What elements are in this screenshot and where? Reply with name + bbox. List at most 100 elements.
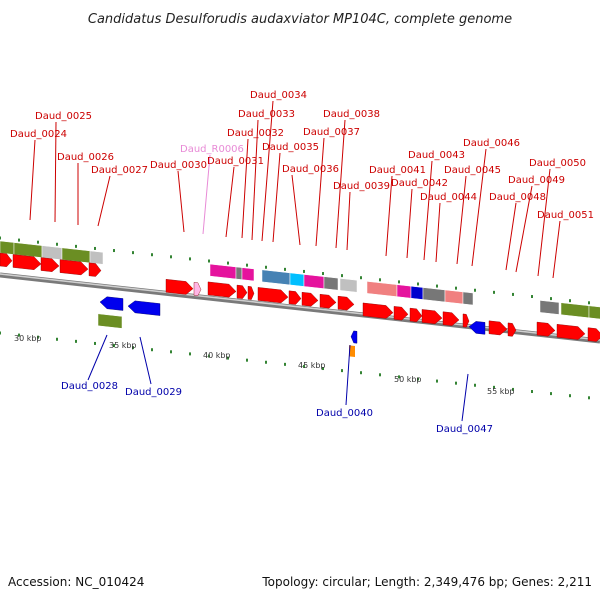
leader-line bbox=[456, 175, 467, 265]
cds-arrow bbox=[288, 290, 302, 305]
leader-line bbox=[97, 175, 111, 227]
gene-label-daud-0038: Daud_0038 bbox=[323, 109, 380, 120]
cds-arrow bbox=[587, 327, 600, 342]
cds-arrow bbox=[257, 287, 289, 304]
gene-function-block bbox=[444, 289, 464, 305]
gene-function-block bbox=[261, 269, 291, 286]
gene-function-block bbox=[241, 267, 255, 282]
gene-label-daud-0048: Daud_0048 bbox=[489, 192, 546, 203]
leader-line bbox=[251, 119, 259, 241]
leader-line bbox=[87, 334, 108, 381]
leader-line bbox=[291, 174, 301, 246]
gene-label-daud-0031: Daud_0031 bbox=[207, 156, 264, 167]
leader-line bbox=[29, 139, 36, 221]
cds-arrow bbox=[442, 311, 460, 326]
gene-label-daud-0026: Daud_0026 bbox=[57, 152, 114, 163]
leader-line bbox=[335, 119, 346, 249]
cds-arrow bbox=[488, 320, 508, 336]
reverse-gene-labels: Daud_0028 Daud_0029 Daud_0040 Daud_0047 bbox=[61, 381, 493, 435]
leader-line bbox=[139, 336, 152, 385]
accession-text: Accession: NC_010424 bbox=[8, 575, 144, 589]
cds-arrow bbox=[507, 322, 517, 337]
leader-line bbox=[315, 137, 325, 247]
cds-arrow bbox=[165, 279, 194, 295]
gene-function-block bbox=[289, 272, 305, 287]
gene-label-daud-0041: Daud_0041 bbox=[369, 165, 426, 176]
cds-arrow bbox=[207, 281, 237, 298]
gene-label-daud-0045: Daud_0045 bbox=[444, 165, 501, 176]
gene-label-daud-0049: Daud_0049 bbox=[508, 175, 565, 186]
map-title: Candidatus Desulforudis audaxviator MP10… bbox=[88, 12, 512, 27]
gene-function-block bbox=[588, 305, 600, 320]
gene-label-daud-0050: Daud_0050 bbox=[529, 158, 586, 169]
rna-arrow bbox=[193, 282, 202, 296]
cds-arrow bbox=[247, 286, 255, 300]
cds-arrow bbox=[40, 257, 60, 272]
gene-label-daud-0030: Daud_0030 bbox=[150, 160, 207, 171]
tick-rows bbox=[0, 236, 590, 400]
cds-arrow bbox=[236, 284, 248, 299]
cds-arrow bbox=[409, 307, 423, 323]
gene-label-daud-0043: Daud_0043 bbox=[408, 150, 465, 161]
gene-label-daud-0033: Daud_0033 bbox=[238, 109, 295, 120]
gene-label-daud-0025: Daud_0025 bbox=[35, 111, 92, 122]
leader-line bbox=[272, 152, 281, 243]
gene-label-daud-0024: Daud_0024 bbox=[10, 129, 67, 140]
gene-function-block bbox=[462, 291, 474, 306]
cds-arrow bbox=[88, 262, 102, 277]
gene-function-block bbox=[209, 263, 237, 280]
leader-line bbox=[54, 121, 57, 223]
cds-arrow bbox=[337, 295, 355, 311]
gene-function-block bbox=[396, 284, 412, 299]
cds-arrow-reverse bbox=[99, 296, 124, 311]
gene-label-daud-0047: Daud_0047 bbox=[436, 424, 493, 435]
leader-line bbox=[435, 202, 441, 263]
gene-label-daud-0046: Daud_0046 bbox=[463, 138, 520, 149]
gene-function-block bbox=[366, 281, 398, 297]
leader-line bbox=[461, 373, 469, 422]
gene-label-daud-0051: Daud_0051 bbox=[537, 210, 594, 221]
gene-label-daud-0034: Daud_0034 bbox=[250, 90, 307, 101]
gene-label-daud-0032: Daud_0032 bbox=[227, 128, 284, 139]
leader-line bbox=[505, 202, 517, 271]
leader-line bbox=[423, 160, 433, 261]
leader-line bbox=[385, 175, 393, 257]
leader-line bbox=[406, 188, 413, 259]
gene-label-daud-0028: Daud_0028 bbox=[61, 381, 118, 392]
gene-function-block bbox=[97, 313, 123, 329]
gene-function-block bbox=[89, 250, 104, 265]
scale-label-55kbp: 55 kbp bbox=[487, 387, 515, 396]
gene-function-block bbox=[323, 276, 339, 291]
gene-function-block bbox=[349, 345, 355, 358]
gene-function-block bbox=[539, 300, 560, 315]
gene-function-blocks bbox=[0, 240, 600, 320]
scale-label-50kbp: 50 kbp bbox=[394, 375, 422, 384]
leader-line bbox=[225, 166, 235, 238]
gene-label-daud-0039: Daud_0039 bbox=[333, 181, 390, 192]
scale-label-35kbp: 35 kbp bbox=[109, 341, 137, 350]
cds-arrow bbox=[462, 313, 470, 328]
leader-line bbox=[552, 220, 561, 279]
leader-line bbox=[261, 100, 274, 242]
cds-arrow-reverse bbox=[127, 300, 161, 316]
gene-function-block bbox=[410, 285, 424, 300]
gene-function-block bbox=[422, 287, 446, 303]
leader-line bbox=[202, 154, 211, 235]
leader-line bbox=[241, 138, 249, 239]
gene-label-daud-0036: Daud_0036 bbox=[282, 164, 339, 175]
cds-arrow bbox=[421, 309, 443, 325]
cds-arrow bbox=[556, 324, 586, 340]
leader-line bbox=[346, 191, 351, 251]
scale-label-45kbp: 45 kbp bbox=[298, 361, 326, 370]
cds-arrow bbox=[12, 254, 42, 270]
cds-arrow bbox=[59, 259, 89, 276]
gene-label-daud-0040: Daud_0040 bbox=[316, 408, 373, 419]
gene-function-block bbox=[560, 302, 590, 319]
scale-label-30kbp: 30 kbp bbox=[14, 334, 42, 343]
forward-gene-labels: Daud_0024 Daud_0025 Daud_0026 Daud_0027 … bbox=[10, 90, 594, 221]
topology-text: Topology: circular; Length: 2,349,476 bp… bbox=[261, 575, 592, 589]
leader-line bbox=[345, 344, 351, 406]
gene-function-block bbox=[235, 266, 243, 280]
cds-arrow-reverse bbox=[350, 330, 358, 344]
